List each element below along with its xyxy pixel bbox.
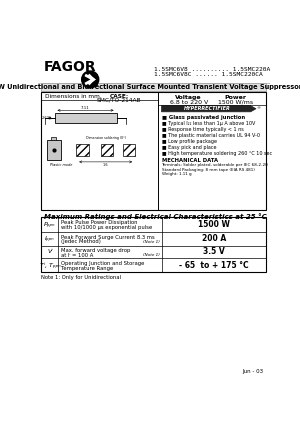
Text: CASE:: CASE: <box>109 94 128 99</box>
Bar <box>52 137 56 140</box>
Text: Tⁱ, Tₚₚₙ: Tⁱ, Tₚₚₙ <box>40 262 60 268</box>
Text: ■ Easy pick and place: ■ Easy pick and place <box>161 145 216 150</box>
Text: at Iⁱ = 100 A: at Iⁱ = 100 A <box>61 252 93 258</box>
Text: 1500 W/ms: 1500 W/ms <box>218 99 253 105</box>
Text: (Note 1): (Note 1) <box>143 253 160 257</box>
Text: ■ The plastic material carries UL 94 V-0: ■ The plastic material carries UL 94 V-0 <box>161 133 260 138</box>
Text: 1.6: 1.6 <box>103 164 109 167</box>
Text: HYPERRECTIFIER: HYPERRECTIFIER <box>184 106 231 111</box>
Text: ■ Typical I₂₂ less than 1μ A above 10V: ■ Typical I₂₂ less than 1μ A above 10V <box>161 121 255 126</box>
Circle shape <box>82 71 99 88</box>
Bar <box>41 217 266 272</box>
Text: Dimensions in mm.: Dimensions in mm. <box>45 94 102 99</box>
Text: 1.5SMC6V8C ...... 1.5SMC220CA: 1.5SMC6V8C ...... 1.5SMC220CA <box>154 72 262 77</box>
Text: Jun - 03: Jun - 03 <box>243 368 264 374</box>
Text: Terminals: Solder plated, solderable per IEC 68-2-20: Terminals: Solder plated, solderable per… <box>161 163 268 167</box>
Text: ■ Response time typically < 1 ns: ■ Response time typically < 1 ns <box>161 127 243 132</box>
Text: - 65  to + 175 °C: - 65 to + 175 °C <box>179 261 249 269</box>
Bar <box>123 144 135 156</box>
Text: Maximum Ratings and Electrical Characteristics at 25 °C: Maximum Ratings and Electrical Character… <box>44 212 267 220</box>
Text: FAGOR: FAGOR <box>44 60 96 74</box>
Text: 1500 W: 1500 W <box>198 220 230 229</box>
Text: Pₚₚₙ: Pₚₚₙ <box>44 222 56 227</box>
Text: Iₚₚₙ: Iₚₚₙ <box>45 236 55 241</box>
Bar <box>76 144 89 156</box>
Text: Temperature Range: Temperature Range <box>61 266 113 271</box>
Text: Peak Forward Surge Current 8.3 ms: Peak Forward Surge Current 8.3 ms <box>61 235 154 240</box>
Bar <box>101 144 113 156</box>
Text: (Note 1): (Note 1) <box>143 240 160 244</box>
Text: ■ High temperature soldering 260 °C 10 sec: ■ High temperature soldering 260 °C 10 s… <box>161 151 272 156</box>
Text: Note 1: Only for Unidirectional: Note 1: Only for Unidirectional <box>41 275 122 280</box>
Bar <box>47 140 61 159</box>
Text: SMC/TO-214AB: SMC/TO-214AB <box>97 98 141 103</box>
Text: Power: Power <box>224 95 246 100</box>
Text: ■ Low profile package: ■ Low profile package <box>161 139 217 144</box>
Text: Vⁱ: Vⁱ <box>47 249 52 255</box>
Bar <box>41 92 266 210</box>
Text: 2.62: 2.62 <box>41 116 49 120</box>
Text: 3.5 V: 3.5 V <box>203 247 225 256</box>
Text: 1500 W Unidirectional and Bidirectional Surface Mounted Transient Voltage Suppre: 1500 W Unidirectional and Bidirectional … <box>0 84 300 90</box>
Text: Voltage: Voltage <box>175 95 202 100</box>
Text: Operating Junction and Storage: Operating Junction and Storage <box>61 261 144 266</box>
Bar <box>41 83 266 91</box>
Text: ■ Glass passivated junction: ■ Glass passivated junction <box>161 115 244 120</box>
Text: Max. forward voltage drop: Max. forward voltage drop <box>61 248 130 253</box>
Polygon shape <box>161 106 256 112</box>
Text: ®: ® <box>256 106 260 110</box>
Text: with 10/1000 μs exponential pulse: with 10/1000 μs exponential pulse <box>61 225 152 230</box>
Text: Plastic mode: Plastic mode <box>50 163 72 167</box>
Text: Dimension soldering (0°): Dimension soldering (0°) <box>86 136 126 139</box>
Text: Standard Packaging: 8 mm tape (EIA RS 481): Standard Packaging: 8 mm tape (EIA RS 48… <box>161 168 254 172</box>
Text: (Jedec Method): (Jedec Method) <box>61 239 100 244</box>
Bar <box>55 113 116 122</box>
Text: 7.11: 7.11 <box>81 105 90 110</box>
Text: MECHANICAL DATA: MECHANICAL DATA <box>161 159 218 164</box>
Text: Peak Pulse Power Dissipation: Peak Pulse Power Dissipation <box>61 220 137 225</box>
Text: 1.5SMC6V8 .......... 1.5SMC220A: 1.5SMC6V8 .......... 1.5SMC220A <box>154 67 270 72</box>
Text: Weight: 1.11 g: Weight: 1.11 g <box>161 173 191 176</box>
Text: 200 A: 200 A <box>202 234 226 244</box>
Text: 6.8 to 220 V: 6.8 to 220 V <box>169 99 208 105</box>
